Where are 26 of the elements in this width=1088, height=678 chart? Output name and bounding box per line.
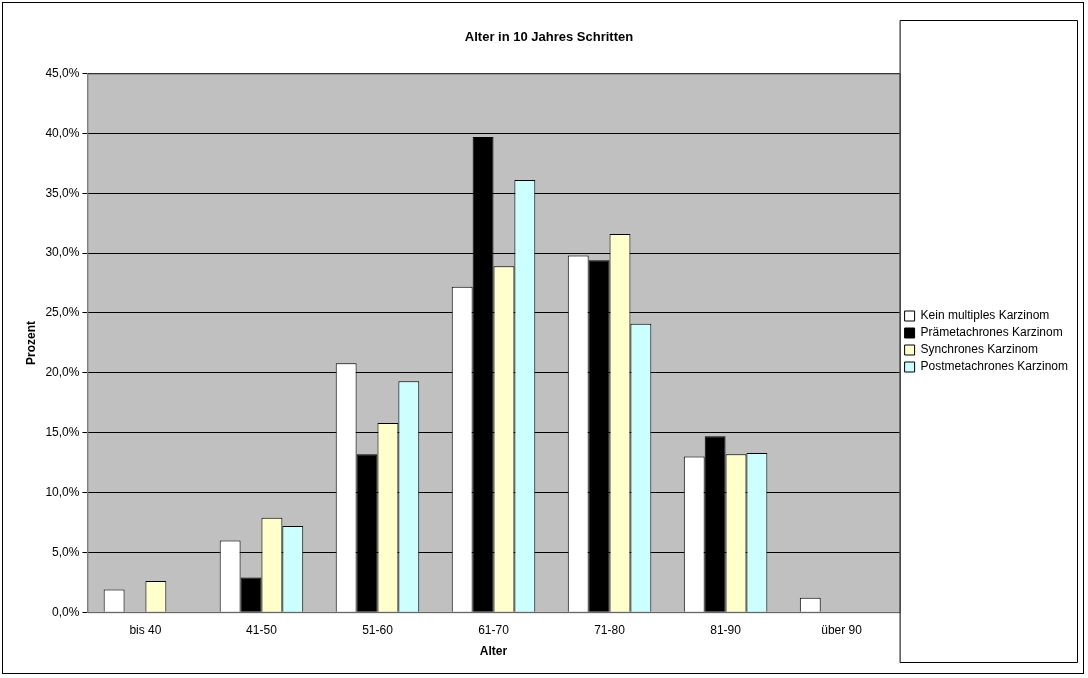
y-tick-label: 40,0% — [45, 125, 80, 140]
y-tick-label: 45,0% — [45, 65, 80, 80]
legend-label: Kein multiples Karzinom — [920, 308, 1050, 323]
legend-label: Prämetachrones Karzinom — [920, 325, 1063, 340]
y-tick-label: 20,0% — [45, 365, 80, 380]
x-tick-label: 71-80 — [594, 622, 626, 637]
chart-title: Alter in 10 Jahres Schritten — [464, 29, 634, 45]
legend-label: Synchrones Karzinom — [920, 342, 1038, 357]
y-tick-label: 5,0% — [52, 544, 80, 559]
x-tick-label: 81-90 — [710, 622, 742, 637]
y-tick-label: 35,0% — [45, 185, 80, 200]
y-tick-label: 10,0% — [45, 484, 80, 499]
x-tick-label: 51-60 — [362, 622, 394, 637]
bar — [356, 454, 378, 612]
legend-label: Postmetachrones Karzinom — [920, 359, 1069, 374]
y-axis-title: Prozent — [23, 320, 38, 365]
bar — [240, 577, 262, 612]
y-tick-label: 0,0% — [52, 604, 80, 619]
x-tick-label: 61-70 — [478, 622, 510, 637]
y-tick-label: 15,0% — [45, 424, 80, 439]
x-tick-label: über 90 — [821, 622, 863, 637]
y-tick-label: 25,0% — [45, 305, 80, 320]
x-tick-label: 41-50 — [246, 622, 278, 637]
x-tick-label: bis 40 — [129, 622, 162, 637]
x-axis-title: Alter — [479, 644, 508, 659]
y-tick-label: 30,0% — [45, 245, 80, 260]
